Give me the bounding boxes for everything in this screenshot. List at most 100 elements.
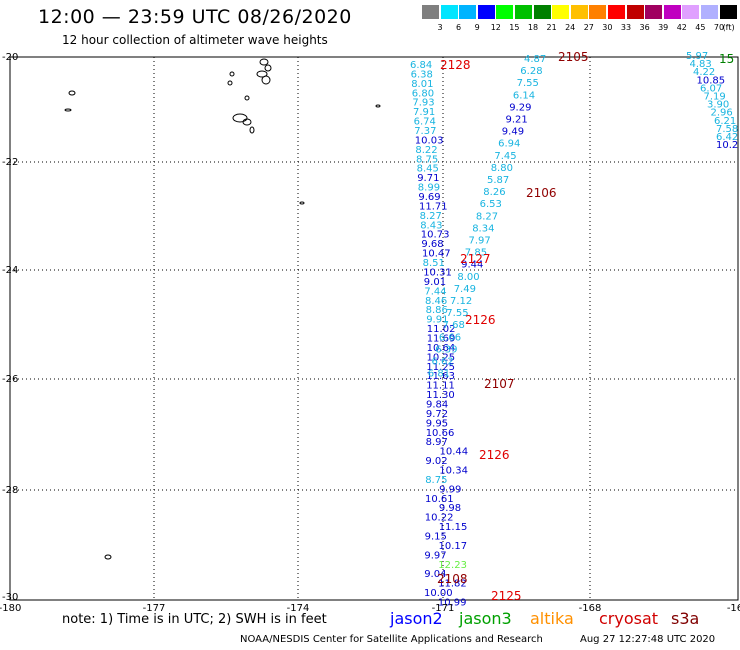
legend-label: 9 — [474, 23, 480, 32]
swh-value: 7.93 — [412, 98, 434, 109]
swh-value: 8.99 — [418, 183, 440, 194]
swh-value: 8.80 — [491, 163, 513, 174]
legend-label: 27 — [583, 23, 594, 32]
swh-value: 9.71 — [417, 173, 439, 184]
swh-value: 6.53 — [480, 199, 502, 210]
swh-value: 7.44 — [424, 286, 446, 297]
satellite-name: cryosat — [599, 609, 659, 628]
legend-swatch — [515, 5, 532, 19]
legend-label: 12 — [490, 23, 501, 32]
swh-value: 7.55 — [517, 78, 539, 89]
swh-value: 7.68 — [443, 320, 465, 331]
swh-value: 8.75 — [425, 475, 447, 486]
swh-value: 6.84 — [410, 60, 432, 71]
island-outlines — [64, 58, 381, 560]
time-labels: 2128 2105 2106 2127 2126 2107 2126 2108 2125 15 — [437, 50, 734, 603]
swh-value: 10.85 — [697, 75, 726, 86]
swh-value: 6.62 — [432, 357, 454, 368]
swh-value: 10.2 — [716, 140, 738, 151]
swh-value: 9.04 — [424, 569, 446, 580]
island-outline — [256, 70, 268, 78]
swh-value: 8.22 — [415, 145, 437, 156]
time-label: 2106 — [526, 186, 557, 200]
swh-value: 5.97 — [686, 51, 708, 62]
swh-value: 9.91 — [426, 315, 448, 326]
lat-tick-label: -22 — [2, 157, 18, 168]
legend-swatch — [682, 5, 700, 19]
time-label: 2107 — [484, 377, 515, 391]
swh-value: 9.44 — [461, 260, 483, 271]
swh-value: 8.86 — [426, 305, 448, 316]
swh-value: 6.21 — [714, 116, 736, 127]
swh-value: 7.37 — [414, 126, 436, 137]
swh-value: 8.97 — [426, 437, 448, 448]
swh-value: 10.17 — [439, 541, 468, 552]
swh-value: 5.87 — [487, 175, 509, 186]
swh-value: 10.61 — [425, 494, 454, 505]
swh-value: 7.19 — [704, 92, 726, 103]
time-label: 2126 — [465, 313, 496, 327]
lon-tick-label: -174 — [287, 603, 310, 614]
legend-swatch — [459, 5, 477, 19]
swh-value: 11.63 — [426, 371, 455, 382]
swh-value: 7.58 — [716, 124, 738, 135]
legend-swatch — [701, 5, 718, 19]
track-a: 6.846.388.016.807.937.916.747.3710.038.2… — [410, 60, 468, 609]
lat-tick-label: -30 — [2, 592, 18, 603]
lat-tick-label: -28 — [2, 485, 18, 496]
swh-value: 8.46 — [425, 296, 447, 307]
legend-label: 30 — [602, 23, 613, 32]
page-subtitle: 12 hour collection of altimeter wave hei… — [62, 33, 328, 47]
swh-value: 6.80 — [412, 88, 434, 99]
legend-swatch — [608, 5, 625, 19]
axis-ticks: -180 -177 -174 -171 -168 -16 -20 -22 -24 -26 -28 -3… — [0, 52, 740, 614]
legend-swatch — [496, 5, 514, 19]
track-c: 5.974.834.2210.856.077.193.902.966.217.5… — [686, 51, 738, 151]
swh-value: 11.02 — [427, 324, 456, 335]
legend-swatch — [719, 5, 737, 19]
swh-value: 6.28 — [520, 66, 542, 77]
swh-value: 6.81 — [428, 369, 450, 380]
swh-value: 10.00 — [424, 588, 453, 599]
swh-value: 6.74 — [414, 117, 436, 128]
satellite-name: jason2 — [390, 609, 443, 628]
lat-tick-label: -26 — [2, 374, 18, 385]
legend-label: 70 — [713, 23, 725, 32]
swh-value: 9.72 — [426, 409, 448, 420]
swh-value: 6.94 — [498, 139, 520, 150]
swh-value: 4.83 — [690, 59, 712, 70]
legend-label: 42 — [676, 23, 687, 32]
legend-label: 45 — [695, 23, 706, 32]
island-outline — [259, 58, 269, 66]
swh-value: 9.29 — [509, 102, 531, 113]
time-label: 2127 — [460, 252, 491, 266]
swh-value: 9.98 — [439, 503, 461, 514]
legend-unit: (ft) — [722, 23, 735, 32]
lon-tick-label: -168 — [579, 603, 602, 614]
swh-value: 8.75 — [416, 154, 438, 165]
swh-value: 6.42 — [716, 132, 738, 143]
lon-tick-label: -177 — [143, 603, 166, 614]
legend-label: 39 — [658, 23, 669, 32]
swh-value: 4.87 — [524, 54, 546, 65]
map-grid — [9, 56, 739, 601]
map-frame — [9, 56, 739, 601]
legend-swatch — [589, 5, 607, 19]
swh-value: 7.91 — [413, 107, 435, 118]
time-label: 15 — [719, 52, 734, 66]
legend-label: 33 — [620, 23, 632, 32]
swh-value: 6.66 — [439, 332, 461, 343]
swh-value: 9.02 — [425, 456, 447, 467]
island-outline — [261, 75, 271, 85]
swh-value: 10.31 — [423, 267, 452, 278]
lon-tick-label: -180 — [0, 603, 21, 614]
lat-tick-label: -24 — [2, 265, 18, 276]
swh-value: 6.39 — [435, 344, 457, 355]
swh-value: 7.12 — [450, 296, 472, 307]
swh-value: 11.71 — [419, 201, 448, 212]
swh-value: 11.15 — [439, 522, 468, 533]
swh-value: 6.07 — [700, 83, 722, 94]
swh-value: 11.11 — [426, 381, 455, 392]
track-b: 4.876.287.556.149.299.219.496.947.458.80… — [428, 54, 546, 380]
